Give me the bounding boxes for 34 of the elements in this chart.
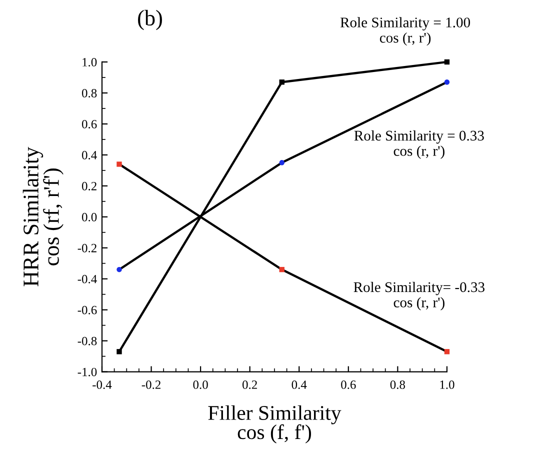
x-tick-label: 0.4: [292, 380, 307, 389]
x-tick-label: 0.2: [242, 380, 257, 389]
series-label: Role Similarity = 0.33 cos (r, r'): [354, 130, 484, 159]
chart-title: (b): [138, 10, 162, 30]
point: [444, 349, 450, 354]
x-tick-label: 1.0: [440, 380, 454, 389]
point: [116, 266, 122, 272]
x-tick-label: 0.6: [341, 380, 356, 389]
y-tick-label: -1.0: [78, 368, 97, 376]
x-tick-label: 0.8: [390, 380, 406, 389]
point: [116, 162, 122, 167]
x-tick-label: -0.4: [92, 380, 112, 389]
x-tick-label: -0.2: [142, 380, 160, 389]
x-tick-label: 0.0: [193, 380, 208, 389]
y-tick-label: 0.4: [82, 150, 97, 160]
y-tick-label: 0.2: [82, 182, 96, 190]
x-axis-title: Filler Similarity cos (f, f'): [208, 405, 342, 444]
y-tick-label: 0.0: [82, 212, 97, 222]
point: [444, 80, 450, 85]
point: [279, 266, 284, 272]
point: [279, 80, 284, 85]
y-tick-label: -0.6: [78, 306, 97, 314]
y-tick-label: -0.2: [78, 244, 96, 252]
point: [116, 349, 122, 354]
series-label: Role Similarity= -0.33 cos (r, r'): [354, 282, 484, 310]
y-tick-label: -0.8: [78, 336, 97, 346]
point: [279, 160, 284, 166]
y-tick-label: 1.0: [82, 58, 97, 66]
series-label: Role Similarity = 1.00 cos (r, r'): [340, 17, 470, 46]
y-tick-label: -0.4: [78, 274, 97, 284]
y-tick-label: 0.6: [82, 120, 97, 128]
point: [444, 59, 450, 65]
y-tick-label: 0.8: [82, 88, 97, 98]
y-axis-title: HRR Similarity cos (rf, r'f'): [22, 146, 64, 286]
